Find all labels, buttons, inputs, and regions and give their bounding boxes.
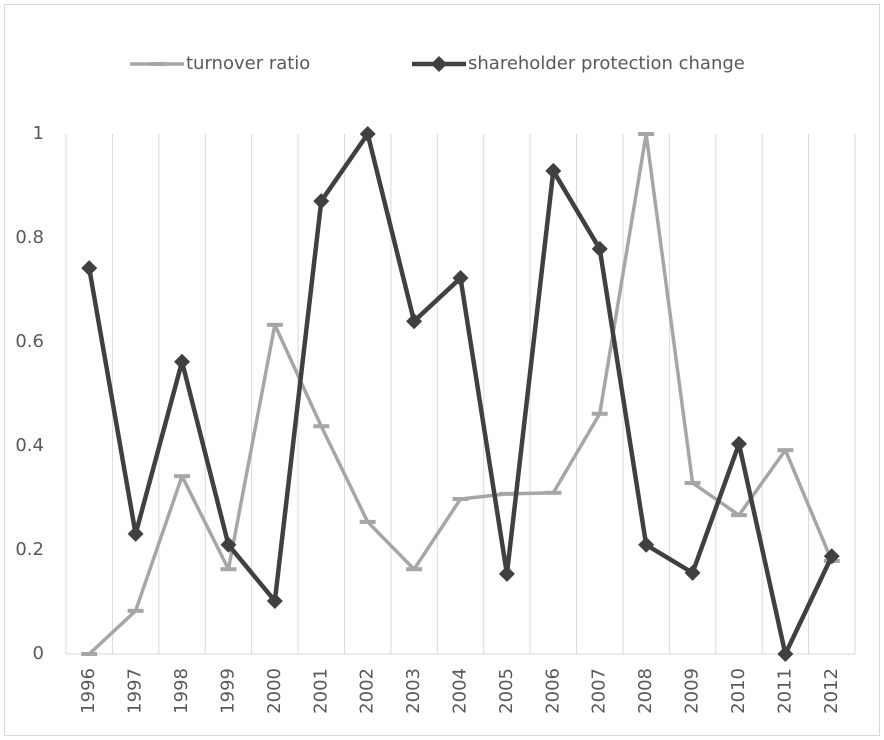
point <box>498 491 515 496</box>
x-tick-label: 2009 <box>682 668 703 714</box>
point <box>313 424 330 429</box>
point <box>638 132 655 136</box>
x-tick-label: 2010 <box>728 668 749 714</box>
x-tick-label: 2005 <box>496 668 517 714</box>
y-tick-label: 0.6 <box>15 331 44 352</box>
point <box>174 474 191 479</box>
point <box>638 536 655 553</box>
point <box>359 519 376 524</box>
y-tick-label: 0.8 <box>15 227 44 248</box>
point <box>406 567 423 572</box>
point <box>777 448 794 453</box>
point <box>452 270 469 287</box>
legend-label: turnover ratio <box>186 53 310 74</box>
x-tick-label: 2008 <box>635 668 656 714</box>
point <box>406 313 423 330</box>
point <box>684 564 701 581</box>
x-tick-label: 2000 <box>264 668 285 714</box>
point <box>127 608 144 613</box>
x-tick-label: 2007 <box>589 668 610 714</box>
legend-label: shareholder protection change <box>468 53 745 74</box>
point <box>174 353 191 370</box>
chart-border <box>4 4 880 736</box>
point <box>220 567 237 572</box>
x-tick-label: 2002 <box>357 668 378 714</box>
y-tick-label: 0.4 <box>15 435 44 456</box>
point <box>81 652 98 656</box>
point <box>730 435 747 452</box>
point <box>81 260 98 277</box>
point <box>266 592 283 609</box>
point <box>777 646 794 662</box>
x-tick-label: 1997 <box>125 668 146 714</box>
point <box>545 490 562 495</box>
point <box>127 525 144 542</box>
point <box>498 565 515 582</box>
point <box>591 240 608 257</box>
y-tick-label: 1 <box>33 123 44 144</box>
x-tick-label: 2011 <box>774 668 795 714</box>
point <box>730 513 747 518</box>
legend-marker <box>149 62 165 66</box>
x-tick-label: 2004 <box>450 668 471 714</box>
x-tick-label: 2001 <box>310 668 331 714</box>
point <box>452 497 469 502</box>
x-tick-label: 2003 <box>403 668 424 714</box>
x-tick-label: 1996 <box>78 668 99 714</box>
point <box>313 193 330 210</box>
x-tick-label: 1999 <box>217 668 238 714</box>
x-tick-label: 1998 <box>171 668 192 714</box>
point <box>545 162 562 179</box>
point <box>220 536 237 553</box>
point <box>591 411 608 416</box>
x-tick-label: 2012 <box>821 668 842 714</box>
point <box>684 480 701 485</box>
point <box>823 548 840 565</box>
legend-marker <box>431 56 447 72</box>
point <box>359 126 376 142</box>
point <box>266 322 283 327</box>
x-tick-label: 2006 <box>542 668 563 714</box>
y-tick-label: 0.2 <box>15 539 44 560</box>
y-tick-label: 0 <box>33 643 44 664</box>
